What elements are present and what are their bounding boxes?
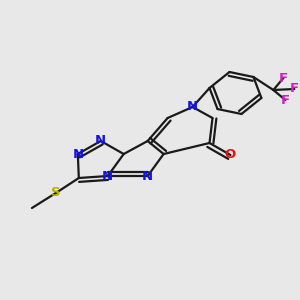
Text: S: S <box>51 187 61 200</box>
Text: O: O <box>225 148 236 161</box>
Text: F: F <box>279 71 288 85</box>
Text: N: N <box>102 169 113 182</box>
Text: N: N <box>72 148 83 160</box>
Text: N: N <box>142 169 153 182</box>
Text: N: N <box>95 134 106 148</box>
Text: F: F <box>290 82 299 95</box>
Text: F: F <box>281 94 290 106</box>
Text: N: N <box>187 100 198 113</box>
